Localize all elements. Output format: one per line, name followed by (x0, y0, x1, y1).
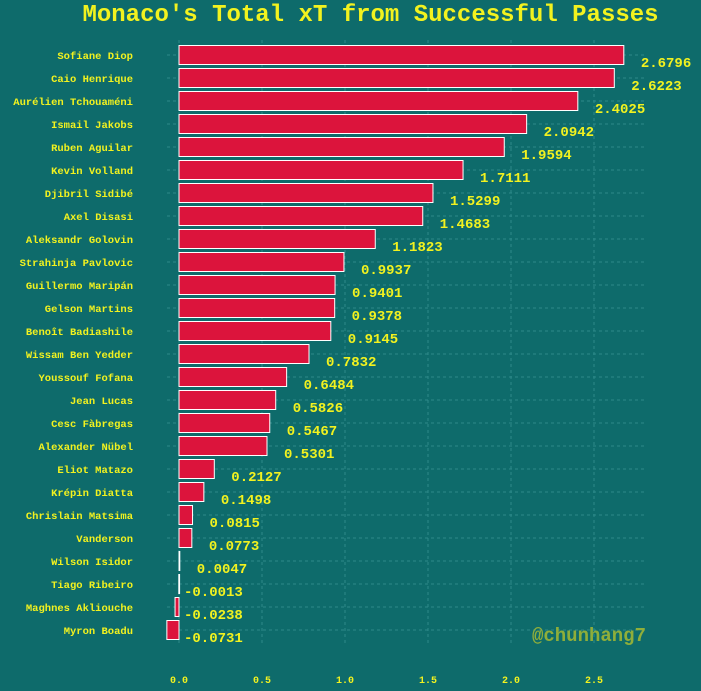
bar (178, 574, 181, 594)
value-label: 1.1823 (392, 240, 442, 256)
x-tick-label: 0.5 (253, 676, 271, 687)
watermark: @chunhang7 (531, 625, 646, 647)
category-label: Jean Lucas (70, 396, 133, 408)
value-label: 0.1498 (221, 493, 271, 509)
value-label: 0.9145 (348, 332, 398, 348)
bar (178, 367, 288, 387)
bar (178, 482, 205, 502)
bar (178, 45, 625, 65)
category-label: Aleksandr Golovin (26, 235, 133, 247)
category-label: Kevin Volland (51, 166, 133, 178)
bars-layer (166, 45, 625, 640)
value-label: 1.7111 (480, 171, 530, 187)
value-label: 2.6223 (631, 79, 681, 95)
bar (178, 528, 193, 548)
x-tick-label: 2.0 (502, 676, 520, 687)
bar (178, 321, 332, 341)
category-label: Guillermo Maripán (26, 281, 133, 293)
value-label: 0.9401 (352, 286, 402, 302)
value-label: 1.4683 (440, 217, 490, 233)
category-label: Alexander Nübel (38, 442, 133, 454)
category-label: Ruben Aguilar (51, 143, 133, 155)
bar (174, 597, 180, 617)
category-label: Wilson Isidor (51, 557, 133, 569)
value-label: 1.9594 (521, 148, 571, 164)
value-label: 1.5299 (450, 194, 500, 210)
bar (178, 137, 505, 157)
bar (178, 459, 215, 479)
category-label: Eliot Matazo (57, 465, 133, 477)
value-label: 0.0773 (209, 539, 259, 555)
bar (178, 551, 181, 571)
value-label: 0.5301 (284, 447, 334, 463)
category-label: Strahinja Pavlovic (20, 258, 133, 270)
bar (178, 413, 271, 433)
value-label: 0.5826 (293, 401, 343, 417)
category-label: Youssouf Fofana (38, 373, 133, 385)
value-label: 2.0942 (544, 125, 594, 141)
bar (178, 183, 434, 203)
value-label: 0.7832 (326, 355, 376, 371)
category-label: Tiago Ribeiro (51, 580, 133, 592)
category-label: Cesc Fàbregas (51, 419, 133, 431)
value-label: 0.5467 (287, 424, 337, 440)
bar (178, 436, 268, 456)
category-label: Djibril Sidibé (45, 189, 133, 201)
bar (178, 298, 336, 318)
category-label: Gelson Martins (45, 304, 133, 316)
value-label: 0.2127 (231, 470, 281, 486)
bar (178, 68, 615, 88)
category-label: Wissam Ben Yedder (26, 350, 133, 362)
category-label: Axel Disasi (64, 212, 133, 224)
value-label: 0.6484 (304, 378, 354, 394)
category-label: Ismail Jakobs (51, 120, 133, 132)
category-label: Sofiane Diop (57, 51, 133, 63)
labels-layer: Sofiane Diop 2.6796 Caio Henrique 2.6223 Aur… (13, 51, 691, 647)
bar (178, 275, 336, 295)
category-label: Chrislain Matsima (26, 511, 134, 523)
category-label: Maghnes Akliouche (26, 603, 133, 615)
bar (178, 206, 424, 226)
category-label: Caio Henrique (51, 74, 133, 86)
x-tick-label: 2.5 (585, 676, 603, 687)
category-label: Benoît Badiashile (26, 327, 133, 339)
value-label: 0.9937 (361, 263, 411, 279)
value-label: -0.0731 (184, 631, 243, 647)
bar (178, 114, 528, 134)
bar (178, 344, 310, 364)
value-label: 2.4025 (595, 102, 645, 118)
bar (178, 252, 345, 272)
bar (178, 160, 464, 180)
value-label: 0.9378 (352, 309, 402, 325)
category-label: Aurélien Tchouaméni (13, 97, 133, 109)
x-axis-ticks: 0.0 0.5 1.0 1.5 2.0 2.5 (170, 676, 603, 687)
bar (178, 229, 376, 249)
value-label: -0.0013 (184, 585, 243, 601)
x-tick-label: 0.0 (170, 676, 188, 687)
chart-title: Monaco's Total xT from Successful Passes (82, 2, 659, 29)
x-tick-label: 1.0 (336, 676, 354, 687)
category-label: Myron Boadu (64, 626, 133, 638)
value-label: 2.6796 (641, 56, 691, 72)
x-tick-label: 1.5 (419, 676, 437, 687)
value-label: -0.0238 (184, 608, 243, 624)
value-label: 0.0815 (210, 516, 260, 532)
bar (178, 390, 277, 410)
bar (178, 505, 194, 525)
bar (178, 91, 579, 111)
value-label: 0.0047 (197, 562, 247, 578)
category-label: Vanderson (76, 534, 133, 546)
category-label: Krépin Diatta (51, 488, 134, 500)
bar (166, 620, 180, 640)
